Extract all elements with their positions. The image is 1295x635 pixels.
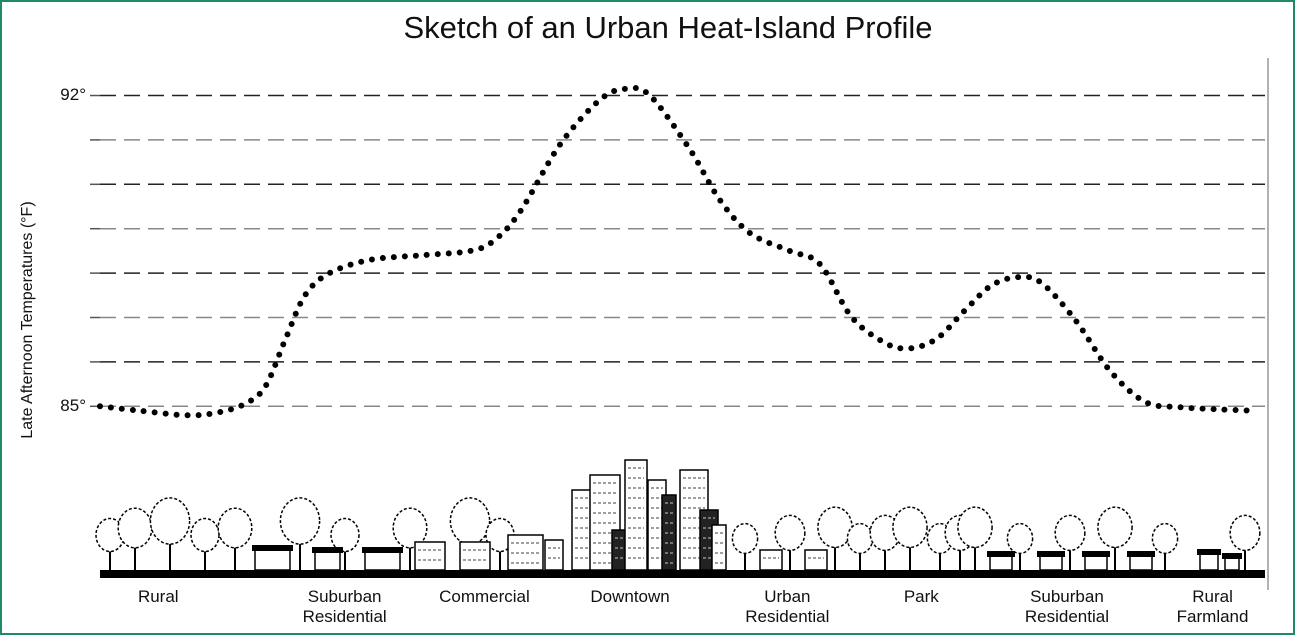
building xyxy=(612,530,626,570)
roof xyxy=(987,551,1015,557)
building xyxy=(415,542,445,570)
x-tick-label: Park xyxy=(865,587,977,607)
building xyxy=(662,495,676,570)
tree-crown xyxy=(1007,524,1032,554)
tree-crown xyxy=(150,498,189,544)
house xyxy=(1085,556,1107,570)
x-tick-label: Urban Residential xyxy=(731,587,843,627)
chart-title: Sketch of an Urban Heat-Island Profile xyxy=(404,10,933,45)
building xyxy=(508,535,543,570)
tree-crown xyxy=(118,508,152,548)
tree-crown xyxy=(280,498,319,544)
x-tick-label: Rural xyxy=(102,587,214,607)
roof xyxy=(1037,551,1065,557)
building xyxy=(760,550,782,570)
tree-crown xyxy=(1098,507,1132,547)
x-tick-label: Commercial xyxy=(428,587,540,607)
tree-crown xyxy=(732,524,757,554)
tree-crown xyxy=(893,507,927,547)
page: Sketch of an Urban Heat-Island Profile L… xyxy=(0,0,1295,635)
roof xyxy=(1082,551,1110,557)
skyline-illustration xyxy=(96,460,1265,578)
tree-crown xyxy=(450,498,489,544)
building xyxy=(625,460,647,570)
roof xyxy=(1197,549,1221,555)
tree-crown xyxy=(1230,515,1260,550)
building xyxy=(805,550,827,570)
x-tick-label: Suburban Residential xyxy=(289,587,401,627)
roof xyxy=(1127,551,1155,557)
ground xyxy=(100,570,1265,578)
tree-crown xyxy=(958,507,992,547)
house xyxy=(990,556,1012,570)
y-tick-label: 92° xyxy=(60,85,86,104)
house xyxy=(1200,554,1218,570)
roof xyxy=(1222,553,1242,559)
house xyxy=(1130,556,1152,570)
building xyxy=(460,542,490,570)
y-tick-label: 85° xyxy=(60,396,86,415)
roof xyxy=(252,545,293,551)
y-axis-label: Late Afternoon Temperatures (°F) xyxy=(19,201,36,438)
building xyxy=(545,540,563,570)
roof xyxy=(362,547,403,553)
x-tick-label: Suburban Residential xyxy=(1011,587,1123,627)
tree-crown xyxy=(1152,524,1177,554)
temperature-line xyxy=(100,88,1255,415)
x-tick-label: Downtown xyxy=(574,587,686,607)
tree-crown xyxy=(218,508,252,548)
house xyxy=(1225,558,1239,570)
tree-crown xyxy=(191,519,219,552)
house xyxy=(255,550,290,570)
tree-crown xyxy=(1055,515,1085,550)
x-tick-label: Rural Farmland xyxy=(1157,587,1269,627)
tree-crown xyxy=(331,519,359,552)
house xyxy=(365,552,400,570)
house xyxy=(315,552,340,570)
house xyxy=(1040,556,1062,570)
tree-crown xyxy=(847,524,872,554)
tree-crown xyxy=(775,515,805,550)
chart: Sketch of an Urban Heat-Island Profile L… xyxy=(0,0,1295,635)
building xyxy=(712,525,726,570)
roof xyxy=(312,547,343,553)
